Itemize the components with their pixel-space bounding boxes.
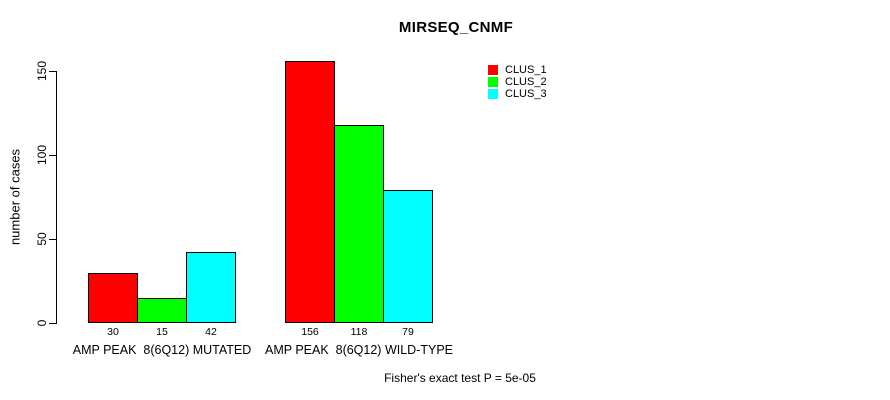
legend-label: CLUS_1 — [505, 64, 547, 76]
y-axis-tick-label: 0 — [35, 319, 49, 327]
bar-value-label: 15 — [156, 326, 168, 338]
y-axis-tick-label: 50 — [35, 232, 49, 246]
legend-item: CLUS_3 — [488, 88, 547, 100]
legend-swatch-clus_3 — [488, 89, 498, 99]
bar-value-label: 118 — [350, 326, 368, 338]
legend-label: CLUS_3 — [505, 88, 547, 100]
y-axis-tick — [49, 323, 56, 324]
bar-value-label: 79 — [402, 326, 414, 338]
y-axis-tick — [49, 71, 56, 72]
bar-clus_2 — [334, 125, 384, 323]
legend-swatch-clus_1 — [488, 65, 498, 75]
bar-value-label: 42 — [205, 326, 217, 338]
bar-value-label: 30 — [107, 326, 119, 338]
category-label: AMP PEAK 8(6Q12) WILD-TYPE — [264, 343, 454, 357]
bar-clus_3 — [383, 190, 433, 323]
y-axis-line — [56, 71, 57, 324]
bar-clus_1 — [285, 61, 335, 323]
y-axis-tick-label: 100 — [35, 144, 49, 166]
category-label: AMP PEAK 8(6Q12) MUTATED — [72, 343, 252, 357]
y-axis-tick — [49, 239, 56, 240]
y-axis-tick — [49, 155, 56, 156]
legend-swatch-clus_2 — [488, 77, 498, 87]
y-axis-label: number of cases — [7, 148, 23, 246]
y-axis-tick-label: 150 — [35, 60, 49, 82]
legend-item: CLUS_2 — [488, 76, 547, 88]
bar-clus_3 — [186, 252, 236, 323]
chart-title: MIRSEQ_CNMF — [398, 19, 514, 36]
legend-label: CLUS_2 — [505, 76, 547, 88]
legend-item: CLUS_1 — [488, 64, 547, 76]
bar-value-label: 156 — [301, 326, 319, 338]
bar-clus_1 — [88, 273, 138, 323]
annotation-text: Fisher's exact test P = 5e-05 — [384, 371, 536, 385]
bar-clus_2 — [137, 298, 187, 323]
